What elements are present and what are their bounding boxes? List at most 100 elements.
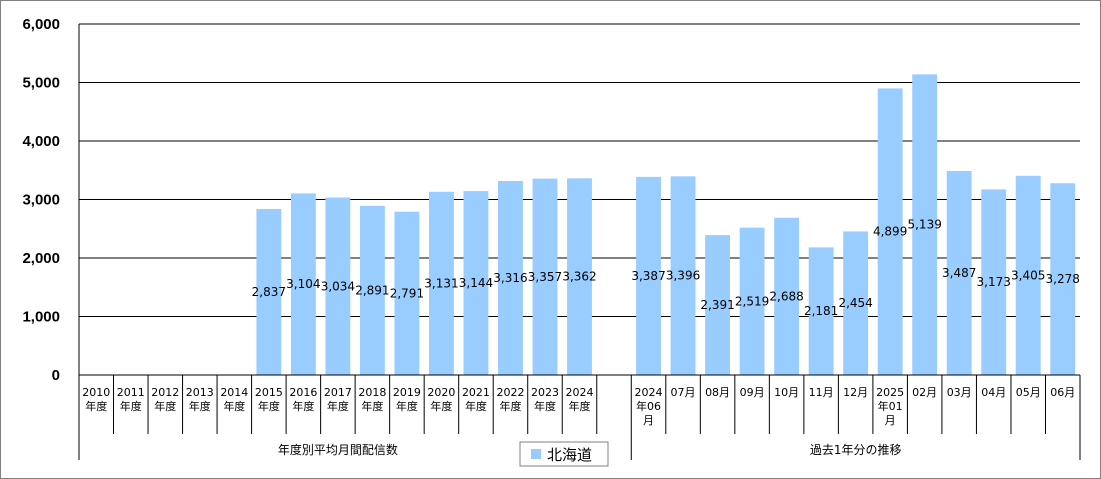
y-tick-label: 0	[52, 367, 60, 384]
category-label: 年度	[534, 399, 556, 413]
bar	[1050, 183, 1076, 375]
bar	[1015, 175, 1041, 375]
group-label: 過去1年分の推移	[810, 443, 902, 457]
category-label: 2019	[393, 386, 421, 399]
category-label: 年度	[569, 399, 591, 413]
data-label: 3,144	[459, 276, 493, 290]
data-label: 4,899	[873, 225, 907, 239]
y-tick-label: 3,000	[22, 192, 60, 209]
bar	[325, 197, 351, 375]
bar	[498, 181, 523, 375]
bar	[808, 247, 834, 375]
y-tick-label: 5,000	[22, 75, 60, 92]
legend-swatch	[531, 449, 541, 459]
data-label: 3,396	[666, 269, 700, 283]
category-label: 年度	[154, 399, 176, 413]
y-axis-ticks: 0 1,000 2,000 3,000 4,000 5,000 6,000	[22, 16, 60, 384]
category-label: 2010	[82, 386, 110, 399]
category-label: 10月	[774, 386, 799, 399]
category-label: 年度	[465, 399, 487, 413]
category-label: 2014	[220, 386, 248, 399]
category-label: 2022	[496, 386, 524, 399]
data-label: 3,387	[631, 269, 665, 283]
data-label: 3,104	[286, 277, 320, 291]
category-label: 年度	[120, 399, 142, 413]
category-label: 年06	[636, 399, 661, 413]
bar	[567, 178, 592, 375]
category-label: 年度	[396, 399, 418, 413]
data-label: 2,519	[735, 294, 769, 308]
data-label: 2,391	[700, 298, 734, 312]
category-label: 07月	[671, 386, 696, 399]
bar	[463, 191, 489, 375]
category-label: 年度	[85, 399, 107, 413]
category-label: 2018	[358, 386, 386, 399]
category-label: 2012	[151, 386, 179, 399]
category-label: 月	[885, 414, 896, 427]
category-label: 年度	[258, 399, 280, 413]
category-label: 年度	[361, 399, 383, 413]
category-label: 年度	[327, 399, 349, 413]
bar	[912, 74, 938, 375]
category-label: 05月	[1016, 386, 1041, 399]
category-label: 09月	[740, 386, 765, 399]
data-label: 3,173	[977, 275, 1011, 289]
bar	[636, 176, 661, 375]
category-label: 2020	[427, 386, 455, 399]
category-label: 2025	[876, 386, 904, 399]
category-label: 08月	[705, 386, 730, 399]
bar	[394, 211, 420, 375]
data-label: 5,139	[907, 218, 941, 232]
bar	[290, 193, 316, 375]
bar	[843, 231, 869, 375]
legend-label: 北海道	[547, 446, 592, 464]
axes	[78, 24, 1081, 460]
data-label: 3,357	[528, 270, 562, 284]
group-label: 年度別平均月間配信数	[278, 442, 398, 457]
data-label: 2,688	[769, 289, 803, 303]
bar	[877, 88, 903, 375]
category-label: 2015	[255, 386, 283, 399]
data-label: 3,131	[424, 276, 458, 290]
category-label: 06月	[1050, 386, 1075, 399]
category-label: 月	[643, 414, 654, 427]
x-axis-categories: 2010年度2011年度2012年度2013年度2014年度2015年度2016…	[82, 386, 1075, 427]
bar	[429, 191, 454, 375]
category-label: 02月	[912, 386, 937, 399]
bar	[256, 209, 282, 375]
bar	[946, 171, 972, 375]
category-label: 2011	[117, 386, 145, 399]
bars	[256, 74, 1076, 375]
category-label: 年度	[189, 399, 211, 413]
y-tick-label: 2,000	[22, 250, 60, 267]
category-label: 11月	[809, 386, 834, 399]
data-label: 2,791	[390, 286, 424, 300]
data-label: 2,837	[252, 285, 286, 299]
category-groups: 年度別平均月間配信数 過去1年分の推移	[278, 442, 902, 457]
category-label: 2021	[462, 386, 490, 399]
data-label: 3,316	[493, 271, 527, 285]
y-tick-label: 6,000	[22, 16, 60, 33]
bar	[532, 178, 558, 375]
data-label: 3,362	[562, 270, 596, 284]
category-label: 年度	[430, 399, 452, 413]
bar	[774, 217, 800, 375]
data-label: 2,891	[355, 283, 389, 297]
category-label: 03月	[947, 386, 972, 399]
data-label: 3,278	[1046, 272, 1080, 286]
legend: 北海道	[519, 441, 609, 467]
bar	[981, 189, 1007, 375]
category-label: 2013	[186, 386, 214, 399]
category-label: 2017	[324, 386, 352, 399]
category-label: 04月	[981, 386, 1006, 399]
category-label: 2016	[289, 386, 317, 399]
category-label: 2024	[566, 386, 594, 399]
y-tick-label: 1,000	[22, 309, 60, 326]
category-label: 年度	[499, 399, 521, 413]
bar	[705, 235, 730, 375]
category-label: 12月	[843, 386, 868, 399]
category-label: 2024	[635, 386, 663, 399]
bar	[670, 176, 696, 375]
